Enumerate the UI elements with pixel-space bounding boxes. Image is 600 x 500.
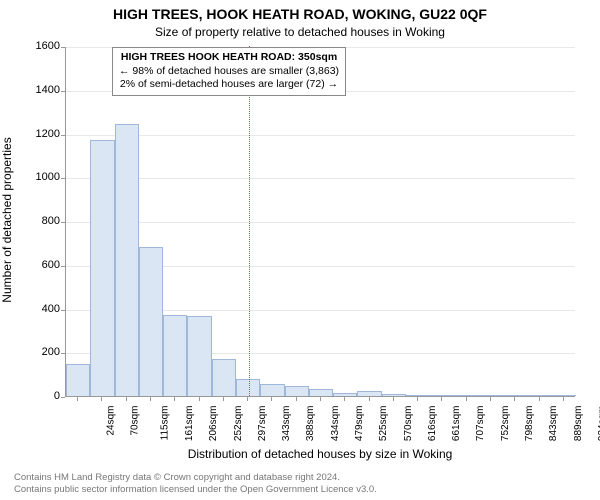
x-tick-label: 570sqm	[403, 406, 414, 442]
histogram-bar	[382, 394, 406, 396]
histogram-bar	[115, 124, 139, 396]
histogram-bar	[406, 395, 430, 396]
y-tick-label: 1200	[20, 128, 60, 140]
x-tick-mark	[441, 397, 442, 401]
x-tick-label: 24sqm	[106, 406, 117, 436]
histogram-bar	[212, 359, 236, 396]
x-tick-label: 115sqm	[159, 406, 170, 441]
x-tick-mark	[77, 397, 78, 401]
x-tick-mark	[199, 397, 200, 401]
x-tick-mark	[539, 397, 540, 401]
y-tick-label: 1600	[20, 40, 60, 52]
annotation-box: HIGH TREES HOOK HEATH ROAD: 350sqm ← 98%…	[112, 47, 346, 96]
y-tick-mark	[61, 91, 65, 92]
y-tick-label: 1000	[20, 171, 60, 183]
x-tick-label: 388sqm	[306, 406, 317, 442]
histogram-bar	[552, 395, 576, 396]
x-tick-label: 707sqm	[476, 406, 487, 442]
credit-text: Contains HM Land Registry data © Crown c…	[14, 472, 586, 496]
x-tick-mark	[563, 397, 564, 401]
y-tick-label: 1400	[20, 84, 60, 96]
y-tick-mark	[61, 135, 65, 136]
x-tick-mark	[223, 397, 224, 401]
x-tick-mark	[296, 397, 297, 401]
chart-title: HIGH TREES, HOOK HEATH ROAD, WOKING, GU2…	[0, 6, 600, 22]
annotation-line1-value: 350sqm	[298, 51, 337, 63]
histogram-bar	[260, 384, 284, 396]
x-tick-mark	[247, 397, 248, 401]
x-tick-label: 752sqm	[500, 406, 511, 442]
x-tick-mark	[320, 397, 321, 401]
y-tick-mark	[61, 222, 65, 223]
histogram-bar	[163, 315, 187, 396]
x-tick-mark	[150, 397, 151, 401]
y-tick-label: 200	[20, 346, 60, 358]
histogram-bar	[66, 364, 90, 396]
x-tick-label: 616sqm	[427, 406, 438, 442]
histogram-bar	[430, 395, 454, 396]
x-tick-mark	[369, 397, 370, 401]
x-tick-mark	[466, 397, 467, 401]
x-axis-label: Distribution of detached houses by size …	[0, 447, 600, 461]
x-tick-label: 343sqm	[281, 406, 292, 442]
grid-line	[66, 135, 575, 136]
x-tick-label: 70sqm	[130, 406, 141, 436]
x-tick-label: 661sqm	[451, 406, 462, 442]
histogram-bar	[333, 393, 357, 396]
histogram-bar	[503, 395, 527, 396]
y-tick-label: 400	[20, 303, 60, 315]
annotation-line1-prefix: HIGH TREES HOOK HEATH ROAD:	[121, 51, 298, 63]
marker-line	[249, 46, 250, 396]
y-tick-mark	[61, 310, 65, 311]
y-axis-label: Number of detached properties	[0, 137, 14, 302]
y-tick-mark	[61, 397, 65, 398]
y-tick-label: 600	[20, 259, 60, 271]
x-tick-label: 297sqm	[257, 406, 268, 442]
histogram-bar	[357, 391, 381, 396]
annotation-line2: ← 98% of detached houses are smaller (3,…	[119, 65, 339, 77]
histogram-bar	[309, 389, 333, 396]
y-tick-mark	[61, 266, 65, 267]
x-tick-label: 161sqm	[184, 406, 195, 442]
histogram-bar	[139, 247, 163, 396]
x-tick-mark	[393, 397, 394, 401]
histogram-bar	[90, 140, 114, 396]
histogram-bar	[285, 386, 309, 396]
x-tick-mark	[344, 397, 345, 401]
y-tick-label: 0	[20, 390, 60, 402]
x-tick-label: 843sqm	[548, 406, 559, 442]
x-tick-label: 798sqm	[524, 406, 535, 442]
credit-line2: Contains public sector information licen…	[14, 484, 377, 495]
y-tick-mark	[61, 353, 65, 354]
credit-line1: Contains HM Land Registry data © Crown c…	[14, 472, 340, 483]
histogram-bar	[479, 395, 503, 396]
x-tick-label: 889sqm	[573, 406, 584, 442]
histogram-bar	[455, 395, 479, 396]
x-tick-label: 434sqm	[330, 406, 341, 442]
y-tick-mark	[61, 47, 65, 48]
x-tick-mark	[417, 397, 418, 401]
y-tick-label: 800	[20, 215, 60, 227]
x-tick-mark	[101, 397, 102, 401]
grid-line	[66, 222, 575, 223]
annotation-line3: 2% of semi-detached houses are larger (7…	[120, 78, 338, 90]
histogram-bar	[527, 395, 551, 396]
x-tick-mark	[490, 397, 491, 401]
x-tick-label: 206sqm	[208, 406, 219, 442]
chart-container: { "chart": { "type": "histogram", "title…	[0, 0, 600, 500]
grid-line	[66, 178, 575, 179]
x-tick-mark	[271, 397, 272, 401]
x-tick-label: 479sqm	[354, 406, 365, 442]
x-tick-label: 252sqm	[233, 406, 244, 442]
histogram-bar	[187, 316, 211, 396]
x-tick-mark	[174, 397, 175, 401]
chart-subtitle: Size of property relative to detached ho…	[0, 25, 600, 39]
x-tick-mark	[126, 397, 127, 401]
x-tick-mark	[514, 397, 515, 401]
y-tick-mark	[61, 178, 65, 179]
x-tick-label: 525sqm	[378, 406, 389, 442]
plot-area	[65, 47, 575, 397]
